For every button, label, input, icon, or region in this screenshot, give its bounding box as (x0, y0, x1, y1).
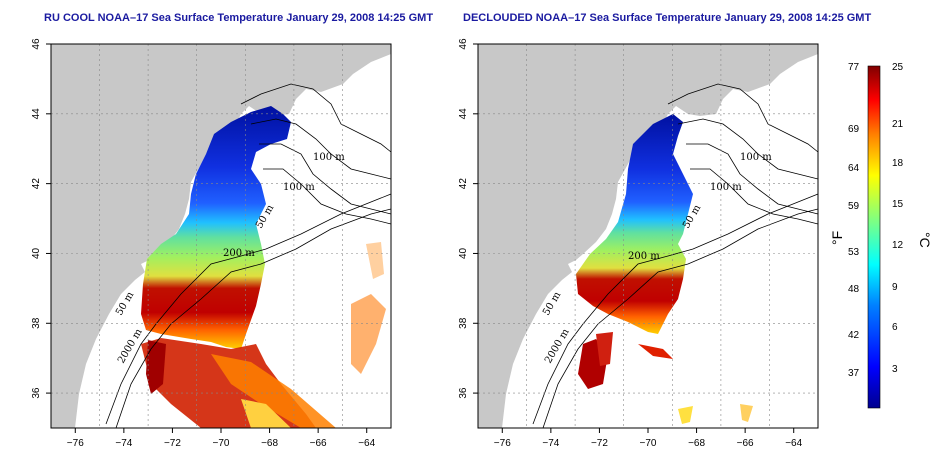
lat-lon-grid (51, 44, 391, 428)
x-tick-label: −76 (494, 438, 511, 449)
contour-label: 200 m (628, 251, 660, 262)
y-tick-label: 38 (458, 317, 469, 329)
left-map-axes: −76 −74 −72 −70 −68 −66 −64 46 44 42 40 38 36 (31, 38, 376, 449)
fahrenheit-label: 48 (848, 284, 860, 295)
x-tick-label: −68 (261, 438, 278, 449)
celsius-label: 9 (892, 282, 898, 293)
left-map-title: RU COOL NOAA–17 Sea Surface Temperature … (44, 12, 434, 24)
contour-label: 100 m (740, 152, 772, 163)
y-tick-label: 46 (458, 38, 469, 50)
right-map-panel: 100 m 100 m 50 m 200 m 50 m 2000 m (477, 43, 819, 429)
contour-label: 100 m (313, 152, 345, 163)
contour-label: 100 m (283, 182, 315, 193)
x-tick-label: −76 (67, 438, 84, 449)
lat-lon-grid (478, 44, 818, 428)
x-tick-label: −74 (115, 438, 132, 449)
x-tick-label: −72 (591, 438, 608, 449)
celsius-label: 25 (892, 62, 904, 73)
fahrenheit-label: 69 (848, 124, 860, 135)
fahrenheit-label: 53 (848, 247, 860, 258)
temperature-colorbar: 77 69 64 59 53 48 42 37 25 21 18 15 12 9… (829, 62, 933, 409)
x-tick-label: −70 (213, 438, 230, 449)
fahrenheit-label: 77 (848, 62, 860, 73)
celsius-label: 21 (892, 119, 904, 130)
y-tick-label: 40 (31, 247, 42, 259)
right-map-title: DECLOUDED NOAA–17 Sea Surface Temperatur… (463, 12, 872, 24)
celsius-label: 3 (892, 364, 898, 375)
bathymetry-contours (105, 83, 392, 429)
y-tick-label: 36 (458, 387, 469, 399)
x-tick-label: −64 (358, 438, 375, 449)
x-tick-label: −68 (688, 438, 705, 449)
y-tick-label: 44 (458, 108, 469, 120)
y-tick-label: 42 (31, 178, 42, 190)
celsius-label: 6 (892, 322, 898, 333)
bathymetry-contours (532, 83, 819, 429)
y-tick-label: 42 (458, 178, 469, 190)
celsius-unit: °C (917, 232, 933, 248)
fahrenheit-label: 64 (848, 163, 860, 174)
fahrenheit-label: 37 (848, 368, 860, 379)
y-tick-label: 40 (458, 247, 469, 259)
sst-data (141, 106, 386, 428)
sst-data (576, 114, 753, 424)
contour-label: 100 m (710, 182, 742, 193)
x-tick-label: −72 (164, 438, 181, 449)
x-tick-label: −66 (310, 438, 327, 449)
y-tick-label: 46 (31, 38, 42, 50)
right-map-axes: −76 −74 −72 −70 −68 −66 −64 46 44 42 40 38 36 (458, 38, 803, 449)
x-tick-label: −66 (737, 438, 754, 449)
celsius-label: 12 (892, 240, 904, 251)
x-tick-label: −74 (542, 438, 559, 449)
fahrenheit-label: 59 (848, 201, 860, 212)
celsius-label: 15 (892, 199, 904, 210)
fahrenheit-label: 42 (848, 330, 860, 341)
celsius-label: 18 (892, 158, 904, 169)
contour-label: 200 m (223, 248, 255, 259)
y-tick-label: 36 (31, 387, 42, 399)
x-tick-label: −70 (640, 438, 657, 449)
x-tick-label: −64 (785, 438, 802, 449)
y-tick-label: 38 (31, 317, 42, 329)
y-tick-label: 44 (31, 108, 42, 120)
fahrenheit-unit: °F (829, 231, 845, 245)
left-map-panel: 100 m 100 m 50 m 200 m 50 m 2000 m (50, 43, 392, 429)
